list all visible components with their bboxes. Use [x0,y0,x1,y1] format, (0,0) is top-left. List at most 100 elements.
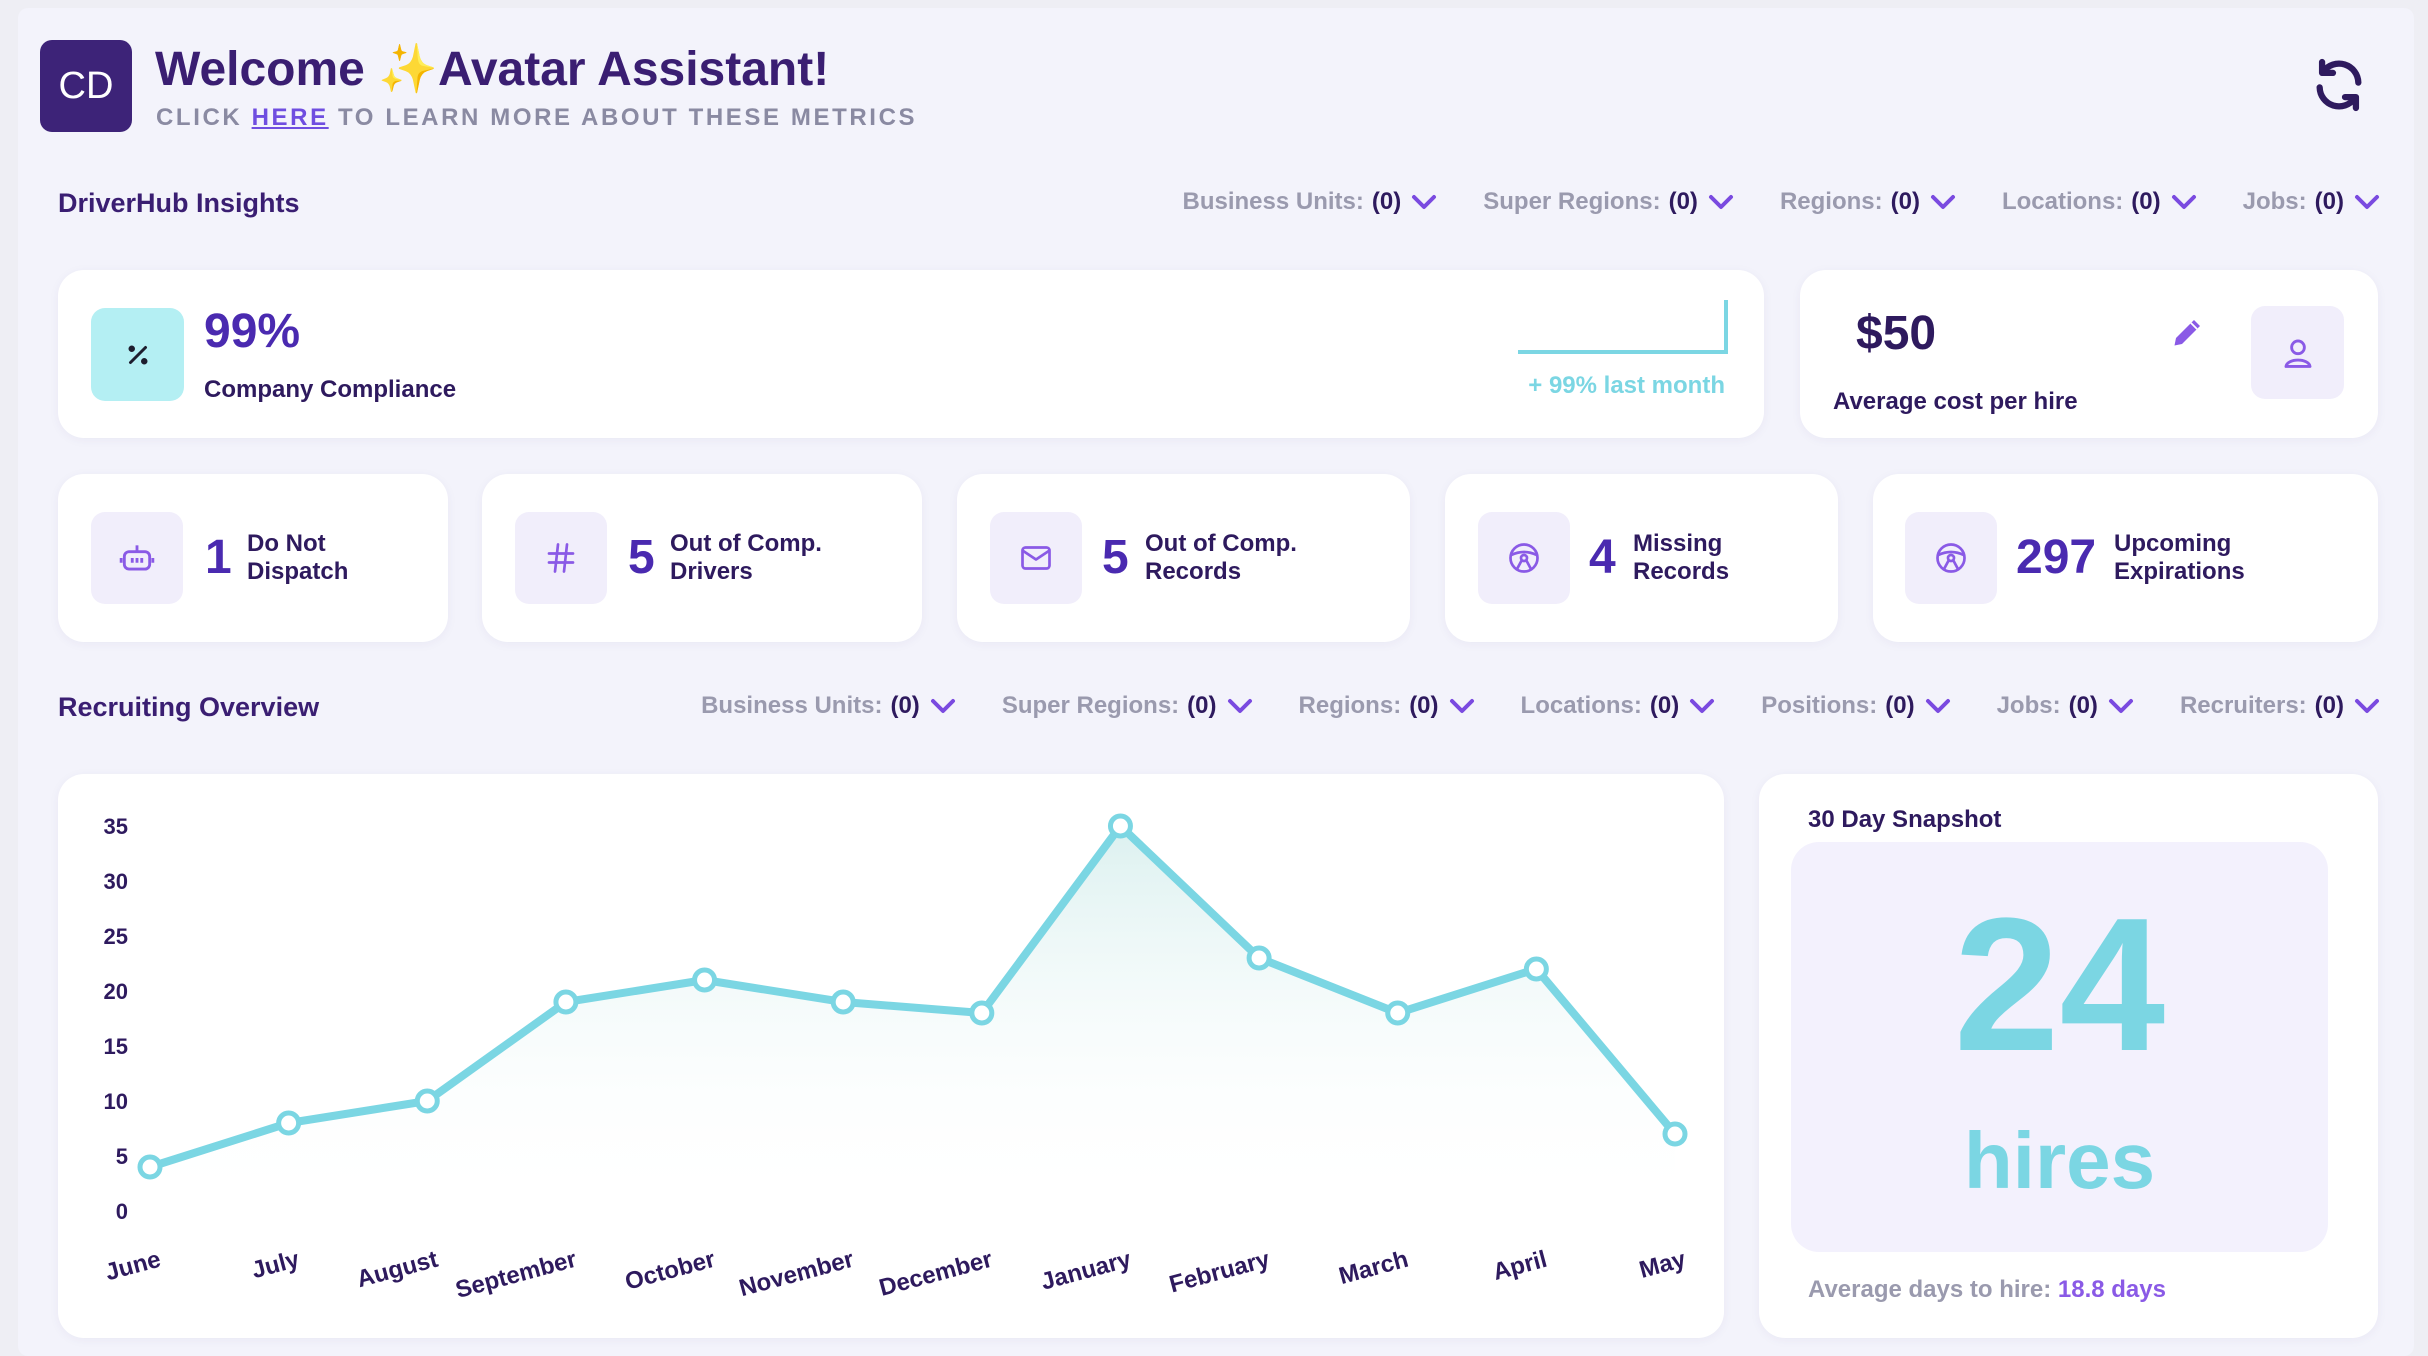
kpi-label-line1: Missing [1633,530,1723,557]
compliance-icon-box [91,308,184,401]
kpi-label: Missing Records [1633,530,1729,586]
kpi-icon-box [1905,512,1997,604]
filter-recruiters[interactable]: Recruiters: (0) [2180,692,2380,720]
user-icon-box[interactable] [2251,306,2344,399]
cost-value: $50 [1856,307,1937,360]
insights-filters: Business Units: (0) Super Regions: (0) Reg… [1183,188,2380,216]
avatar[interactable]: CD [40,40,132,132]
filter-count: (0) [1890,188,1920,215]
compliance-card [58,270,1764,438]
refresh-icon [2316,58,2362,112]
chevron-down-icon [1227,699,1252,713]
y-tick-label: 35 [104,814,128,839]
data-point-april[interactable] [1523,956,1549,982]
filter-count: (0) [1187,692,1217,719]
kpi-value: 297 [2016,531,2097,584]
kpi-value: 4 [1589,531,1616,584]
x-tick-label: May [1636,1246,1689,1284]
recruiting-line-chart: 0 5 10 15 20 25 30 35 June July August September Oct… [102,813,1689,1304]
chevron-down-icon [1449,699,1474,713]
filter-label: Regions: [1298,692,1402,719]
page-subtitle: CLICK HERE TO LEARN MORE ABOUT THESE MET… [156,104,917,132]
robot-icon [119,545,155,571]
data-point-october[interactable] [692,967,718,993]
percent-icon [127,344,148,365]
filter-regions[interactable]: Regions: (0) [1299,692,1475,720]
recruiting-filters: Business Units: (0) Super Regions: (0) Reg… [701,692,2380,720]
avg-days-to-hire: Average days to hire: 18.8 days [1808,1276,2166,1304]
y-tick-label: 0 [116,1199,128,1224]
filter-count: (0) [2131,188,2161,215]
steering-wheel-icon [1509,543,1539,573]
y-tick-label: 15 [104,1034,128,1059]
data-point-january[interactable] [1107,813,1133,839]
refresh-button[interactable] [2310,56,2368,114]
data-point-february[interactable] [1246,945,1272,971]
data-point-december[interactable] [969,1000,995,1026]
x-tick-label: October [622,1246,718,1296]
data-point-november[interactable] [830,989,856,1015]
filter-locations[interactable]: Locations: (0) [2002,188,2197,216]
data-point-june[interactable] [137,1154,163,1180]
filter-count: (0) [1885,692,1915,719]
filter-regions[interactable]: Regions: (0) [1780,188,1956,216]
filter-positions[interactable]: Positions: (0) [1761,692,1950,720]
filter-label: Business Units: [1182,188,1364,215]
filter-jobs[interactable]: Jobs: (0) [1997,692,2134,720]
kpi-label-line2: Drivers [670,558,753,585]
x-tick-label: December [876,1246,995,1302]
filter-count: (0) [890,692,920,719]
filter-label: Jobs: [1996,692,2061,719]
filter-jobs[interactable]: Jobs: (0) [2243,188,2380,216]
kpi-label: Do Not Dispatch [247,530,348,586]
avatar-initials: CD [58,64,114,107]
mail-icon [1021,546,1051,570]
avg-days-value: 18.8 days [2057,1276,2166,1303]
filter-count: (0) [2068,692,2098,719]
compliance-trend: + 99% last month [1528,372,1725,399]
compliance-label: Company Compliance [204,376,457,403]
data-point-september[interactable] [553,989,579,1015]
kpi-icon-box [91,512,183,604]
chevron-down-icon [2171,195,2196,209]
filter-super-regions[interactable]: Super Regions: (0) [1002,692,1253,720]
learn-more-link[interactable]: HERE [251,104,329,131]
kpi-value: 5 [1102,531,1129,584]
filter-count: (0) [1409,692,1439,719]
filter-count: (0) [2314,188,2344,215]
kpi-label: Out of Comp. Records [1145,530,1297,586]
y-tick-label: 25 [104,924,128,949]
kpi-icon-box [990,512,1082,604]
kpi-label-line1: Upcoming [2114,530,2232,557]
recruiting-title: Recruiting Overview [58,692,320,722]
filter-label: Business Units: [701,692,883,719]
snapshot-title: 30 Day Snapshot [1808,806,2002,833]
subtitle-after: TO LEARN MORE ABOUT THESE METRICS [328,104,918,131]
kpi-label-line1: Out of Comp. [1145,530,1297,557]
filter-label: Recruiters: [2179,692,2307,719]
y-tick-label: 20 [104,979,128,1004]
filter-business-units[interactable]: Business Units: (0) [701,692,956,720]
filter-count: (0) [2314,692,2344,719]
x-tick-label: September [453,1246,580,1304]
cost-label: Average cost per hire [1833,388,2078,415]
edit-cost-button[interactable] [2170,314,2206,350]
filter-label: Super Regions: [1483,188,1661,215]
x-tick-label: August [354,1246,441,1293]
data-point-july[interactable] [276,1110,302,1136]
filter-business-units[interactable]: Business Units: (0) [1183,188,1438,216]
data-point-march[interactable] [1385,1000,1411,1026]
data-point-august[interactable] [414,1088,440,1114]
filter-count: (0) [1649,692,1680,719]
kpi-label-line2: Dispatch [247,558,349,585]
kpi-label-line2: Records [1633,558,1730,585]
filter-label: Super Regions: [1001,692,1180,719]
filter-super-regions[interactable]: Super Regions: (0) [1483,188,1734,216]
filter-locations[interactable]: Locations: (0) [1521,692,1716,720]
avg-days-label: Average days to hire: [1808,1276,2052,1303]
data-point-may[interactable] [1662,1121,1688,1147]
page-title: Welcome ✨Avatar Assistant! [155,43,830,96]
filter-count: (0) [1371,188,1402,215]
chevron-down-icon [2108,699,2133,713]
snapshot-panel [1791,842,2328,1252]
